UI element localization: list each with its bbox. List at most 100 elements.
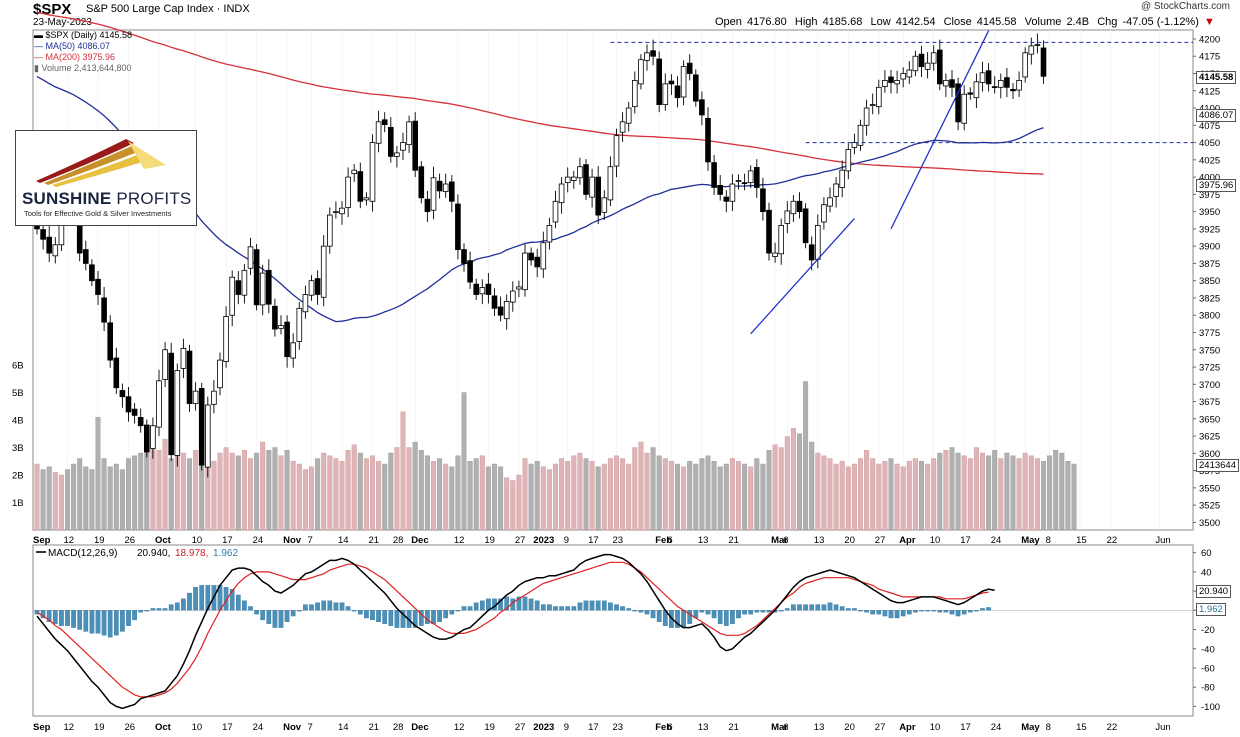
volume-bar [723, 463, 729, 531]
volume-bar [821, 455, 827, 531]
x-axis-label: Sep [33, 535, 51, 546]
candle-body [863, 107, 870, 126]
macd-histogram-bar [638, 610, 644, 613]
candle-body [778, 225, 784, 255]
macd-tick-label: -80 [1201, 683, 1215, 694]
volume-bar [553, 463, 559, 531]
macd-histogram-bar [955, 610, 961, 617]
x-axis-label: 27 [515, 535, 526, 546]
macd-x-axis-label: 7 [308, 722, 313, 733]
x-axis-label: 17 [588, 535, 599, 546]
index-name-text: S&P 500 Large Cap Index [86, 3, 214, 15]
macd-histogram-bar [705, 610, 711, 615]
volume-bar [803, 381, 809, 531]
macd-histogram-bar [333, 602, 339, 611]
macd-tick-label: -40 [1201, 644, 1215, 655]
candle-body [558, 183, 565, 204]
volume-bar [302, 469, 308, 531]
candle-body [339, 207, 345, 215]
macd-histogram-bar [229, 589, 235, 611]
x-axis-label: 7 [308, 535, 313, 546]
candle-body [851, 142, 858, 148]
candle-body [1034, 44, 1041, 46]
candle-body [412, 120, 418, 171]
price-tick-label: 3650 [1199, 414, 1220, 425]
volume-bar [986, 455, 992, 531]
volume-bar [455, 455, 461, 531]
volume-bar [46, 466, 52, 531]
volume-bar [162, 439, 168, 531]
volume-bar [1022, 452, 1028, 531]
macd-histogram-bar [925, 610, 930, 612]
volume-bar [1016, 458, 1022, 531]
candle-body [174, 370, 181, 456]
macd-histogram-bar [583, 600, 589, 611]
candle-body [381, 119, 388, 126]
volume-bar [516, 474, 522, 531]
macd-histogram-bar [168, 604, 174, 611]
volume-bar [522, 458, 528, 531]
candle-body [52, 244, 59, 257]
candle-body [83, 249, 89, 264]
macd-histogram-bar [394, 610, 400, 628]
x-axis-label: 8 [1046, 535, 1051, 546]
chart-header: $SPX S&P 500 Large Cap Index · INDX 23-M… [0, 0, 1240, 30]
macd-histogram-bar [467, 606, 473, 611]
candle-body [491, 295, 498, 309]
macd-x-axis-label: 10 [192, 722, 203, 733]
macd-histogram-bar [174, 602, 180, 611]
macd-x-axis-label: Mar [771, 722, 788, 733]
histogram-tag: 1.962 [1196, 603, 1226, 616]
candle-body [308, 280, 315, 296]
candle-body [924, 62, 931, 70]
price-tick-label: 3525 [1199, 501, 1220, 512]
macd-histogram-bar [632, 610, 638, 612]
volume-bar [546, 469, 552, 531]
volume-bar [705, 455, 711, 531]
candle-body [522, 252, 528, 291]
x-axis-label: 17 [222, 535, 233, 546]
volume-bar [973, 447, 979, 531]
macd-x-axis-label: 19 [484, 722, 495, 733]
volume-bar [260, 441, 266, 531]
volume-bar [961, 455, 967, 531]
macd-histogram-bar [864, 610, 869, 613]
volume-tag: 2413644 [1196, 459, 1239, 472]
candle-body [930, 52, 937, 64]
candle-body [418, 166, 425, 199]
price-tick-label: 3500 [1199, 518, 1220, 529]
macd-histogram-bar [77, 610, 83, 630]
macd-histogram-bar [931, 610, 937, 612]
volume-bar [607, 458, 613, 531]
macd-x-axis-label: Sep [33, 722, 51, 733]
chart-date: 23-May-2023 [33, 17, 92, 28]
x-axis-label: 21 [728, 535, 739, 546]
x-axis-label: Apr [899, 535, 916, 546]
volume-bar [851, 463, 857, 531]
open-value: 4176.80 [746, 16, 787, 28]
volume-bar [510, 480, 516, 531]
volume-bar [784, 436, 790, 531]
legend-price-text: $SPX (Daily) 4145.58 [45, 30, 133, 40]
macd-histogram-bar [852, 608, 857, 611]
candle-body [375, 121, 382, 144]
candle-body [314, 278, 321, 295]
candle-body [345, 176, 351, 208]
volume-bar [150, 447, 156, 531]
candle-body [400, 142, 406, 151]
volume-bar [589, 461, 595, 531]
macd-histogram-bar [967, 610, 973, 613]
candle-body [949, 79, 955, 88]
volume-bar [992, 450, 998, 531]
x-axis-label: 24 [991, 535, 1002, 546]
volume-bar [876, 463, 882, 531]
volume-bar [693, 463, 699, 531]
price-tick-label: 4175 [1199, 52, 1220, 63]
candle-body [619, 121, 626, 133]
volume-bar [113, 463, 119, 531]
candle-body [589, 176, 595, 198]
volume-bar [473, 458, 479, 531]
exchange: INDX [223, 3, 250, 15]
macd-histogram-bar [71, 610, 76, 628]
volume-bar [254, 452, 260, 531]
